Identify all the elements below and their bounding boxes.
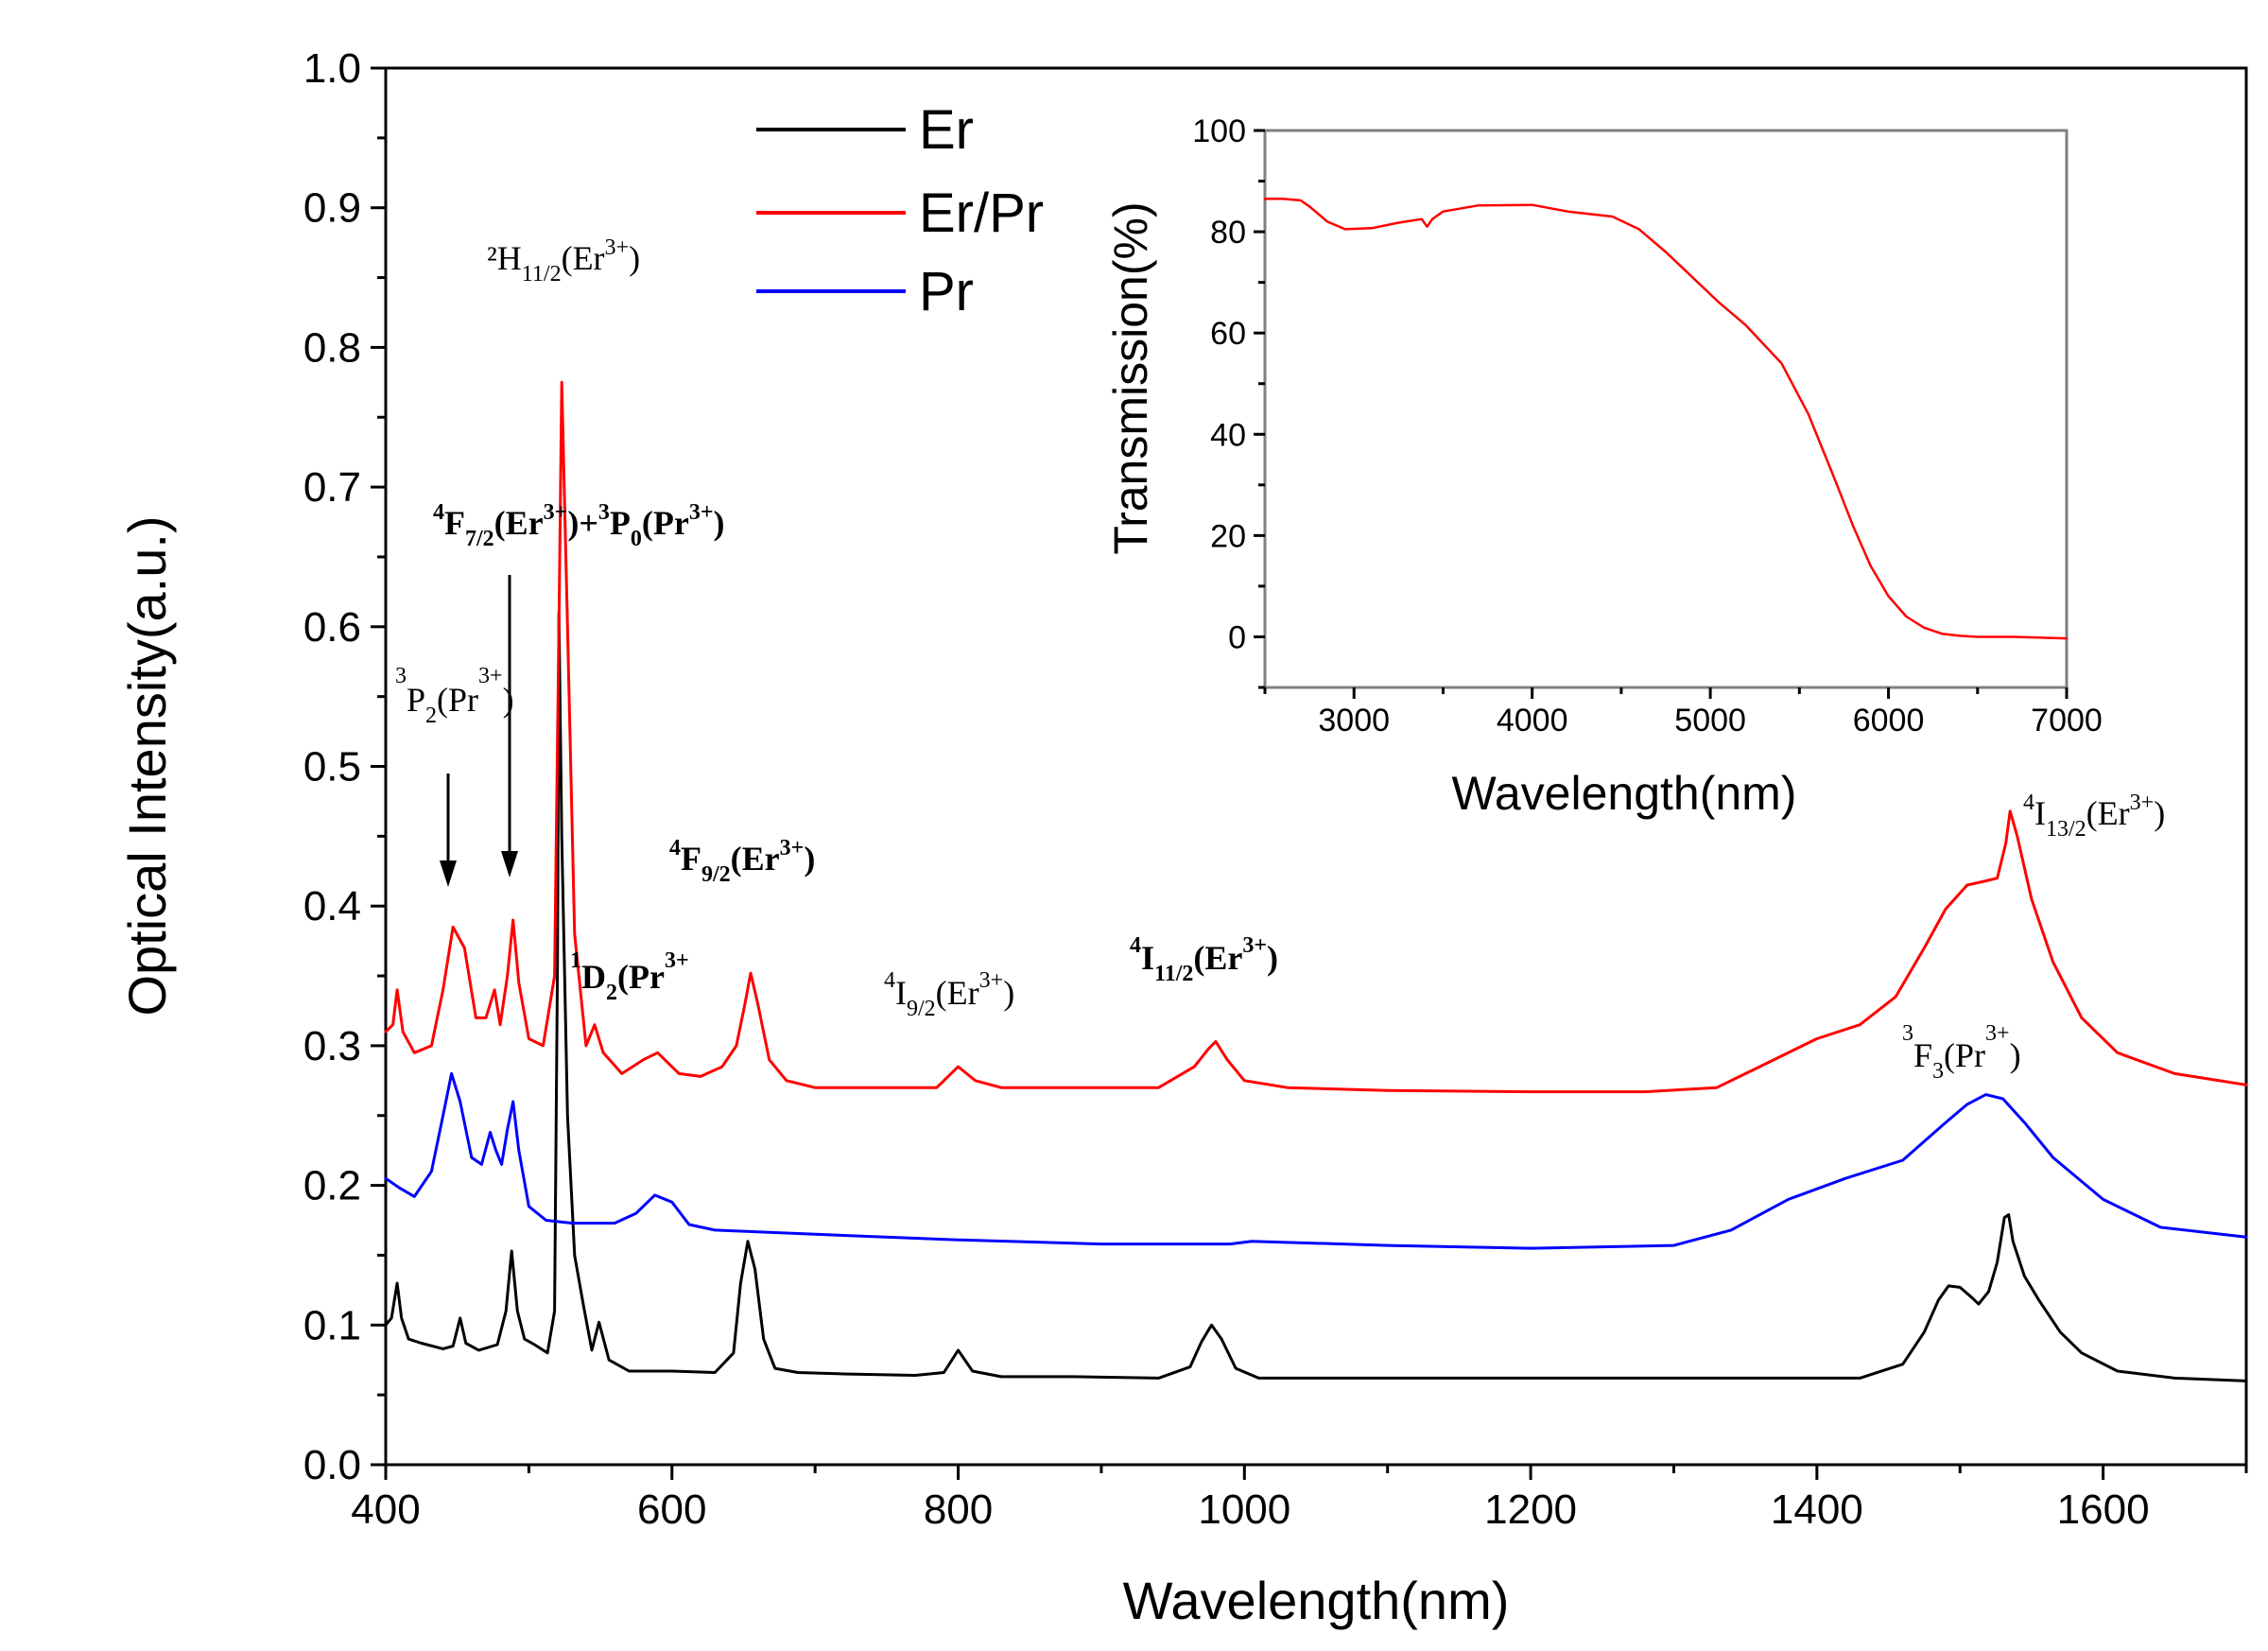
main-y-axis-title: Optical Intensity(a.u.) bbox=[117, 515, 177, 1016]
inset-x-axis-title: Wavelength(nm) bbox=[1452, 767, 1797, 820]
x-tick-label: 800 bbox=[924, 1486, 993, 1533]
y-tick-label: 0.2 bbox=[303, 1163, 361, 1209]
inset-chart: 3000 4000 5000 6000 7000 0 20 40 60 80 100 Wavele… bbox=[1104, 113, 2103, 820]
x-tick-label: 3000 bbox=[1318, 703, 1390, 739]
y-tick-label: 20 bbox=[1210, 518, 1246, 554]
x-tick-label: 400 bbox=[351, 1486, 420, 1533]
x-tick-label: 5000 bbox=[1674, 703, 1746, 739]
y-tick-label: 0.8 bbox=[303, 324, 361, 371]
ann-1d2: 1D2(Pr3+ bbox=[570, 948, 689, 1005]
y-tick-label: 0.6 bbox=[303, 604, 361, 651]
ann-4i132: 4I13/2(Er3+) bbox=[2023, 791, 2165, 842]
arrow-3p2 bbox=[440, 773, 457, 887]
y-tick-label: 0.4 bbox=[303, 883, 361, 930]
inset-series-group bbox=[1263, 198, 2069, 640]
x-tick-label: 1000 bbox=[1198, 1486, 1290, 1533]
y-tick-label: 80 bbox=[1210, 215, 1246, 251]
y-tick-label: 0.9 bbox=[303, 185, 361, 232]
y-tick-label: 0.5 bbox=[303, 744, 361, 791]
y-tick-label: 100 bbox=[1192, 113, 1246, 149]
y-tick-label: 0.7 bbox=[303, 464, 361, 511]
main-series-group bbox=[384, 380, 2248, 1382]
annotations: ²H11/2(Er3+) 4F7/2(Er3+)+3P0(Pr3+) 3P2(P… bbox=[395, 235, 2165, 1084]
x-tick-label: 600 bbox=[637, 1486, 706, 1533]
ann-4i112: 4I11/2(Er3+) bbox=[1130, 933, 1278, 986]
main-y-ticks: 0.0 0.1 0.2 0.3 0.4 0.5 0.6 0.7 0.8 0.9 1.0 bbox=[303, 45, 386, 1488]
y-tick-label: 0.0 bbox=[303, 1442, 361, 1488]
legend: Er Er/Pr Pr bbox=[756, 99, 1044, 322]
y-tick-label: 1.0 bbox=[303, 45, 361, 92]
ann-3p2: 3P2(Pr3+) bbox=[395, 664, 514, 728]
ann-4f92: 4F9/2(Er3+) bbox=[669, 836, 815, 887]
x-tick-label: 4000 bbox=[1497, 703, 1568, 739]
y-tick-label: 0.1 bbox=[303, 1302, 361, 1348]
legend-label-er-pr: Er/Pr bbox=[919, 182, 1044, 244]
inset-y-axis-title: Transmission(%) bbox=[1104, 201, 1157, 554]
series-line-er bbox=[384, 611, 2248, 1382]
y-tick-label: 0 bbox=[1228, 619, 1246, 655]
x-tick-label: 6000 bbox=[1853, 703, 1925, 739]
inset-background bbox=[1265, 130, 2067, 687]
main-x-axis-title: Wavelength(nm) bbox=[1123, 1571, 1510, 1630]
series-line-transmission bbox=[1263, 198, 2069, 640]
x-tick-label: 1400 bbox=[1771, 1486, 1863, 1533]
y-tick-label: 0.3 bbox=[303, 1023, 361, 1069]
x-tick-label: 1200 bbox=[1484, 1486, 1577, 1533]
ann-4f72: 4F7/2(Er3+)+3P0(Pr3+) bbox=[433, 500, 725, 551]
main-x-ticks: 400 600 800 1000 1200 1400 1600 bbox=[351, 1465, 2248, 1533]
ann-3f3: 3F3(Pr3+) bbox=[1902, 1021, 2021, 1084]
inset-x-ticks: 3000 4000 5000 6000 7000 bbox=[1263, 687, 2103, 739]
arrow-4f72 bbox=[501, 575, 518, 878]
y-tick-label: 40 bbox=[1210, 417, 1246, 453]
x-tick-label: 1600 bbox=[2057, 1486, 2150, 1533]
legend-label-er: Er bbox=[919, 99, 974, 161]
ann-4i92: 4I9/2(Er3+) bbox=[884, 968, 1014, 1021]
legend-label-pr: Pr bbox=[919, 261, 974, 322]
series-line-er-pr bbox=[384, 380, 2248, 1094]
main-axes: 400 600 800 1000 1200 1400 1600 0.00.10.20.30.… bbox=[117, 45, 2248, 1630]
series-line-pr bbox=[384, 1071, 2248, 1250]
inset-y-ticks: 0 20 40 60 80 100 bbox=[1192, 113, 1265, 689]
y-tick-label: 60 bbox=[1210, 316, 1246, 352]
inset-plot-frame bbox=[1263, 129, 2069, 689]
x-tick-label: 7000 bbox=[2031, 703, 2103, 739]
